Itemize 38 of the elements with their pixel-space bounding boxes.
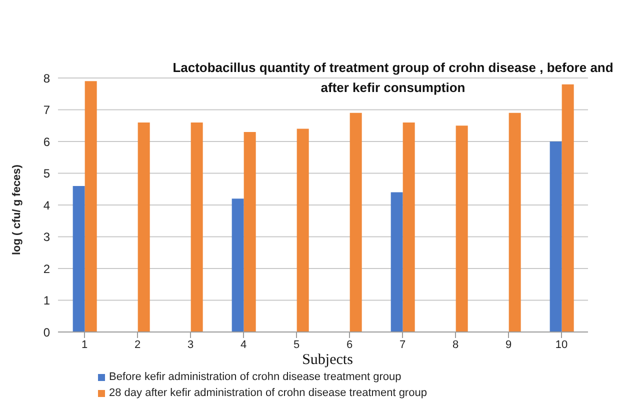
bar (402, 122, 415, 332)
y-tick-label: 7 (43, 103, 50, 118)
legend-label: 28 day after kefir administration of crohn disease treatment group (109, 387, 427, 399)
bar (508, 112, 521, 332)
x-tick-label: 8 (452, 338, 459, 351)
y-tick-label: 0 (43, 325, 50, 340)
y-tick-label: 2 (43, 262, 50, 276)
legend-label: Before kefir administration of crohn disease treatment group (109, 371, 402, 383)
bar (138, 122, 150, 332)
chart-title: Lactobacillus quantity of treatment group of crohn disease , before and after kefir consumption (172, 59, 614, 97)
bar (232, 198, 244, 332)
bar (550, 142, 562, 332)
bar (296, 128, 309, 332)
bar (84, 81, 97, 332)
y-tick-label: 5 (43, 166, 50, 181)
y-tick-label: 3 (43, 230, 50, 244)
y-axis-title: log ( cfu/ g feces) (10, 164, 23, 255)
bar (72, 186, 85, 332)
x-tick-label: 5 (293, 338, 300, 351)
bar (390, 192, 403, 332)
x-tick-label: 1 (81, 338, 88, 351)
x-tick-label: 3 (187, 338, 194, 351)
y-tick-label: 1 (43, 294, 50, 308)
bar (456, 126, 468, 332)
x-tick-label: 4 (240, 338, 247, 351)
x-tick-label: 7 (399, 338, 406, 351)
x-tick-label: 9 (505, 338, 512, 351)
x-tick-label: 6 (346, 338, 353, 351)
x-tick-label: 10 (555, 338, 568, 351)
x-axis-title: Subjects (301, 352, 354, 369)
y-tick-label: 6 (43, 134, 50, 149)
bar (350, 112, 362, 332)
bar (244, 132, 256, 332)
y-tick-label: 8 (43, 71, 50, 86)
bar (562, 84, 574, 332)
bar (190, 122, 203, 332)
y-tick-label: 4 (43, 198, 50, 212)
x-tick-label: 2 (134, 338, 141, 351)
